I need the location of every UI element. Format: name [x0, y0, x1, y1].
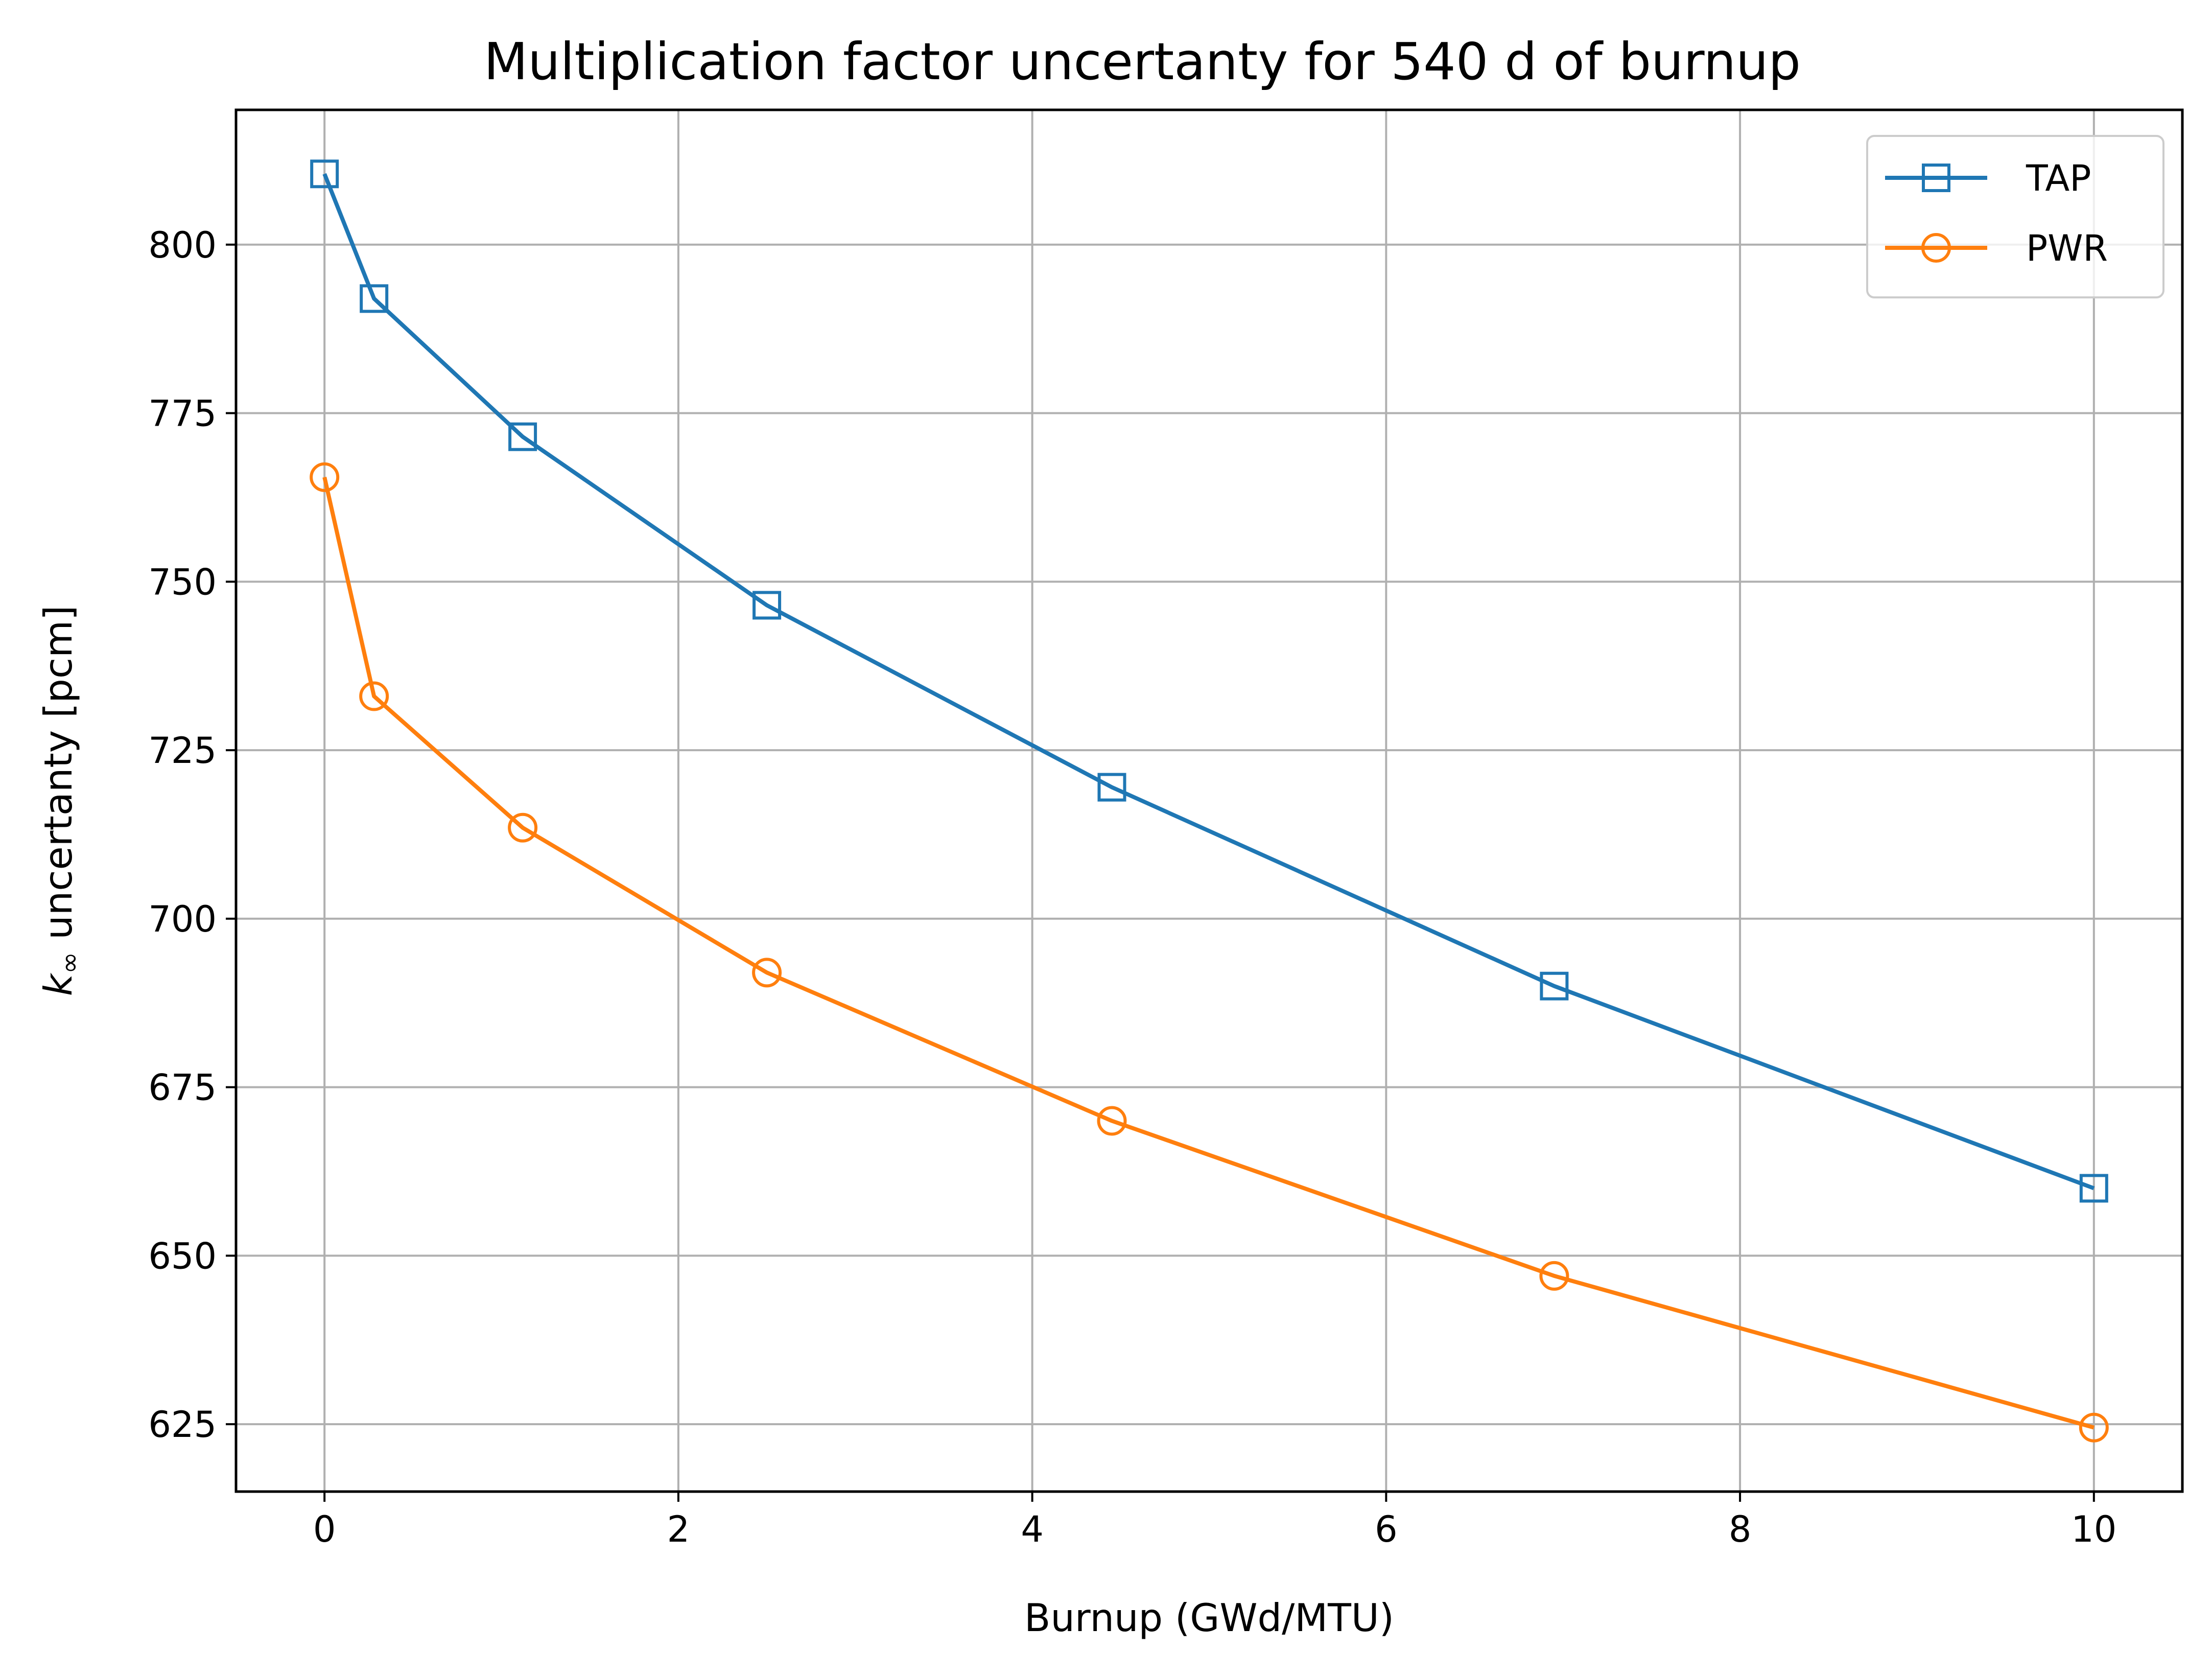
- data-point-tap: [360, 284, 389, 313]
- y-tick-label: 700: [148, 898, 217, 940]
- series-lines: [322, 173, 2095, 1430]
- grid-lines: [236, 110, 2182, 1492]
- series-line-tap: [322, 173, 2095, 1191]
- data-point-tap: [1097, 773, 1126, 802]
- y-tick-label: 650: [148, 1235, 217, 1277]
- legend-label-pwr: PWR: [2026, 227, 2108, 269]
- data-point-tap: [508, 422, 537, 451]
- data-point-pwr: [1539, 1261, 1569, 1291]
- series-markers: [310, 159, 2109, 1443]
- x-tick-label: 8: [1729, 1508, 1752, 1550]
- y-axis-label-symbol: k: [36, 972, 81, 996]
- y-tick-label: 625: [148, 1404, 217, 1446]
- data-point-pwr: [508, 812, 538, 843]
- y-tick-label: 800: [148, 224, 217, 266]
- y-tick-label: 775: [148, 393, 217, 435]
- data-point-pwr: [752, 958, 782, 988]
- x-tick-label: 2: [667, 1508, 690, 1550]
- data-point-tap: [310, 159, 339, 189]
- y-axis-label-subscript: ∞: [55, 952, 85, 974]
- x-tick-label: 6: [1375, 1508, 1398, 1550]
- legend-marker-tap: [1922, 164, 1950, 192]
- y-axis-label: k∞ uncertanty [pcm]: [36, 606, 85, 996]
- data-point-pwr: [1097, 1106, 1127, 1136]
- x-tick-label: 10: [2071, 1508, 2116, 1550]
- legend: TAP PWR: [1866, 135, 2164, 298]
- series-line-pwr: [322, 476, 2095, 1430]
- chart-title: Multiplication factor uncertanty for 540…: [484, 32, 1801, 91]
- legend-box: [1866, 135, 2164, 298]
- x-tick-label: 0: [313, 1508, 336, 1550]
- y-tick-label: 725: [148, 730, 217, 772]
- x-axis-ticks: 0 2 4 6 8 10: [313, 1492, 2116, 1550]
- data-point-pwr: [2079, 1412, 2109, 1443]
- data-point-tap: [1540, 971, 1569, 1001]
- data-point-tap: [2079, 1174, 2108, 1203]
- data-point-pwr: [359, 681, 389, 711]
- y-tick-label: 750: [148, 561, 217, 603]
- y-axis-ticks: 625 650 675 700 725 750 775 800: [148, 224, 236, 1446]
- x-tick-label: 4: [1021, 1508, 1044, 1550]
- legend-marker-pwr: [1921, 233, 1951, 263]
- x-axis-label: Burnup (GWd/MTU): [1024, 1595, 1394, 1640]
- data-point-pwr: [310, 462, 340, 492]
- y-tick-label: 675: [148, 1067, 217, 1109]
- data-point-tap: [752, 591, 782, 620]
- plot-frame: [234, 108, 2184, 1493]
- legend-label-tap: TAP: [2026, 157, 2091, 199]
- y-axis-label-text: uncertanty [pcm]: [36, 606, 81, 952]
